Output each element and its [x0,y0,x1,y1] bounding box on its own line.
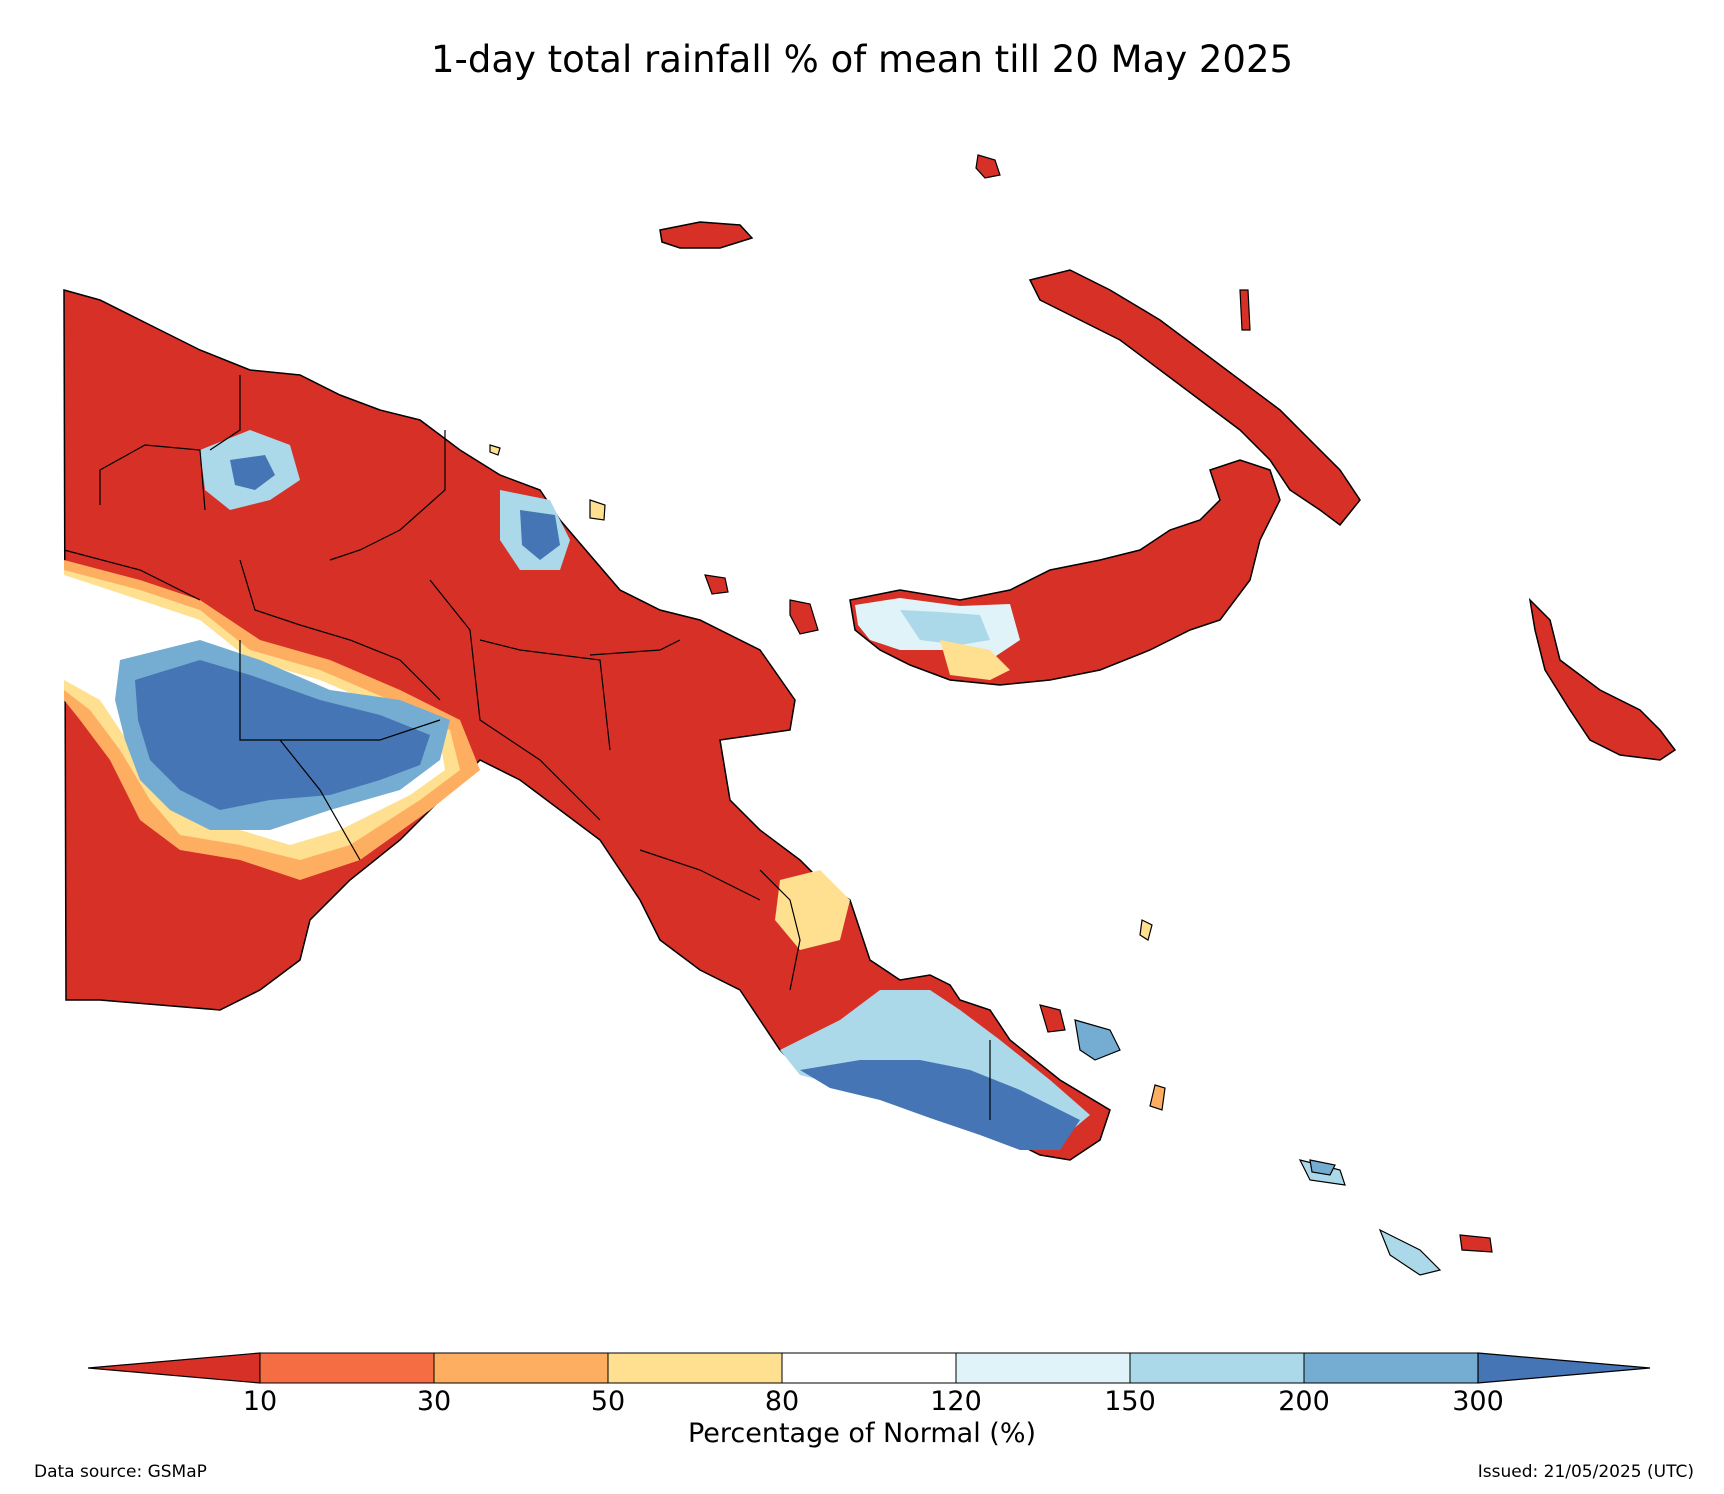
southeast-normal-patch [775,870,850,950]
colorbar [87,1352,1651,1384]
new-britain-yellow-patch [940,640,1010,680]
colorbar-tick: 30 [416,1386,452,1417]
north-coast-very-wet [520,510,560,560]
province-boundaries [63,375,991,1120]
colorbar-tick: 120 [930,1386,982,1417]
rainfall-map [63,154,1677,1276]
small-islands [489,154,1493,1276]
data-source-note: Data source: GSMaP [34,1462,207,1482]
colorbar-high-extension [1477,1352,1651,1384]
colorbar-tick: 150 [1104,1386,1156,1417]
colorbar-bin-200-300 [1303,1352,1479,1384]
colorbar-tick: 300 [1452,1386,1504,1417]
colorbar-tick: 10 [242,1386,278,1417]
colorbar-bin-50-80 [607,1352,783,1384]
colorbar-tick: 50 [590,1386,626,1417]
colorbar-bin-120-150 [955,1352,1131,1384]
colorbar-bin-10-30 [259,1352,435,1384]
colorbar-low-extension [87,1352,261,1384]
colorbar-bin-80-120 [781,1352,957,1384]
issued-date-note: Issued: 21/05/2025 (UTC) [1477,1462,1694,1482]
west-very-wet-zone [135,660,430,810]
southeast-very-wet-zone [800,1060,1080,1150]
colorbar-bin-150-200 [1129,1352,1305,1384]
manus-island [659,221,754,249]
colorbar-bin-30-50 [433,1352,609,1384]
map-title: 1-day total rainfall % of mean till 20 M… [430,38,1294,81]
new-britain-west-moderate [900,610,990,645]
colorbar-tick: 200 [1278,1386,1330,1417]
bougainville-island [1528,597,1677,761]
north-very-wet-patch [230,455,275,490]
new-ireland-island [1028,269,1361,527]
colorbar-label: Percentage of Normal (%) [687,1418,1037,1449]
colorbar-tick: 80 [764,1386,800,1417]
